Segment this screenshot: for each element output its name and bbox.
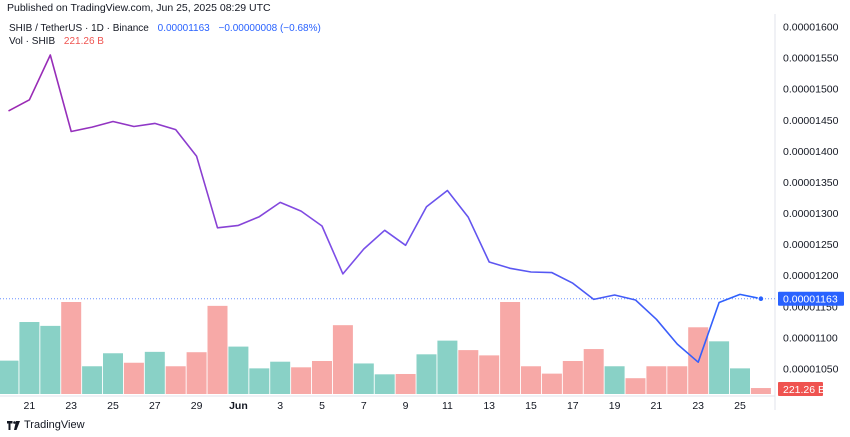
y-tick-label: 0.00001100 (783, 332, 838, 344)
volume-bar (667, 366, 688, 394)
volume-bar (207, 305, 228, 394)
published-note: Published on TradingView.com, Jun 25, 20… (7, 2, 271, 14)
volume-bar (437, 340, 458, 394)
last-price-tag (778, 291, 844, 306)
y-tick-label: 0.00001400 (783, 146, 839, 158)
volume-bar (123, 362, 144, 394)
x-tick-label: 17 (567, 400, 579, 412)
x-tick-label: 7 (361, 400, 367, 412)
x-tick-label: 19 (609, 400, 621, 412)
x-tick-label: 5 (319, 400, 325, 412)
y-tick-label: 0.00001300 (783, 208, 839, 220)
volume-bar (500, 302, 521, 394)
volume-bar (40, 325, 61, 394)
x-tick-label: 15 (525, 400, 537, 412)
y-tick-label: 0.00001550 (783, 53, 839, 65)
volume-bar (479, 355, 500, 394)
volume-bar (374, 374, 395, 394)
volume-bar (19, 322, 40, 394)
volume-bar (165, 366, 186, 394)
volume-bar (249, 368, 270, 394)
volume-bar (750, 388, 771, 394)
last-price-dot (757, 295, 765, 303)
price-line (8, 54, 762, 364)
volume-bar (82, 366, 103, 394)
x-tick-label: 9 (403, 400, 409, 412)
legend-symbol[interactable]: SHIB / TetherUS · 1D · Binance (9, 23, 149, 34)
x-tick-label: 29 (191, 400, 203, 412)
x-tick-label: 25 (107, 400, 119, 412)
volume-bar (709, 341, 730, 394)
volume-bar (458, 350, 479, 394)
volume-bar (541, 373, 562, 394)
last-volume-tag-label: 221.26 B (783, 384, 825, 396)
legend-vol-value: 221.26 B (63, 36, 104, 47)
tradingview-footer[interactable]: TradingView (7, 419, 85, 431)
volume-bar (291, 367, 312, 394)
y-tick-label: 0.00001200 (783, 270, 839, 282)
volume-bar (353, 363, 374, 394)
y-tick-label: 0.00001450 (783, 115, 839, 127)
y-tick-label: 0.00001050 (783, 364, 839, 376)
legend-price: 0.00001163 (157, 23, 210, 34)
volume-bar (583, 349, 604, 394)
y-tick-label: 0.00001250 (783, 239, 839, 251)
volume-bar (103, 353, 123, 394)
volume-bar (228, 346, 249, 394)
volume-bar (312, 360, 332, 394)
y-tick-label: 0.00001600 (783, 22, 839, 34)
x-tick-label: 13 (483, 400, 495, 412)
legend-change: −0.00000008 (−0.68%) (218, 23, 321, 34)
volume-bar (144, 351, 165, 394)
x-tick-label: 23 (65, 400, 77, 412)
volume-bar (270, 361, 291, 394)
footer-brand: TradingView (24, 419, 85, 431)
volume-bar (0, 360, 19, 394)
volume-bar (416, 354, 437, 394)
x-tick-label: 21 (24, 400, 36, 412)
volume-bar (562, 360, 583, 394)
x-tick-label: 25 (734, 400, 746, 412)
volume-bar (604, 366, 625, 394)
x-tick-label: Jun (229, 400, 248, 412)
last-price-tag-label: 0.00001163 (783, 294, 838, 306)
volume-bar (521, 366, 541, 394)
last-volume-tag (778, 382, 823, 396)
volume-bar (186, 352, 207, 394)
volume-bar (395, 373, 416, 394)
x-tick-label: 23 (692, 400, 704, 412)
tradingview-logo-icon (7, 420, 20, 430)
volume-bar (730, 368, 750, 394)
x-tick-label: 27 (149, 400, 161, 412)
volume-bar (61, 302, 82, 394)
x-tick-label: 21 (651, 400, 663, 412)
x-tick-label: 3 (277, 400, 283, 412)
volume-bar (646, 366, 667, 394)
legend-symbol-row: SHIB / TetherUS · 1D · Binance 0.0000116… (9, 23, 321, 34)
y-tick-label: 0.00001350 (783, 177, 839, 189)
y-tick-label: 0.00001500 (783, 84, 839, 96)
volume-bar (625, 378, 646, 394)
x-tick-label: 11 (442, 400, 453, 412)
volume-bar (332, 325, 353, 394)
legend-volume-row: Vol · SHIB 221.26 B (9, 36, 104, 47)
legend-vol-label[interactable]: Vol · SHIB (9, 36, 56, 47)
